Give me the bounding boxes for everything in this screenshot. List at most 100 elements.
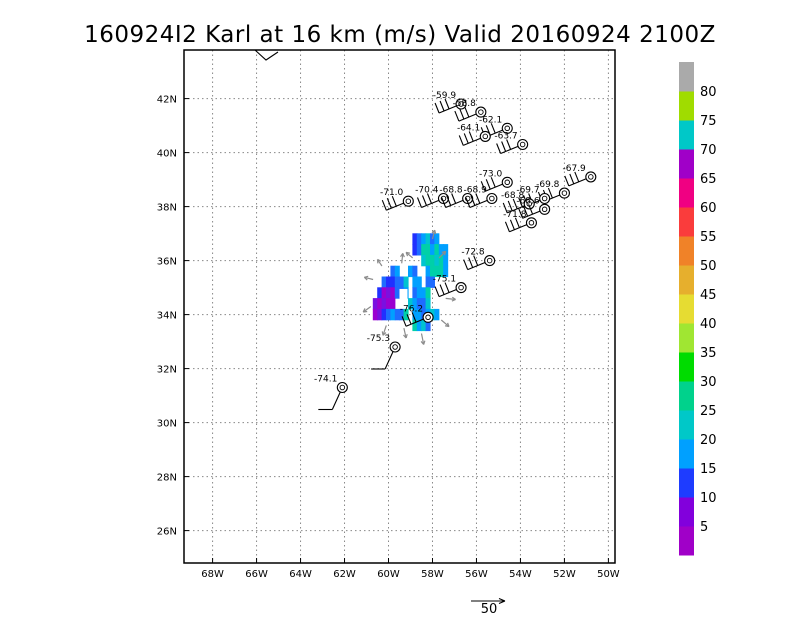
wind-field-cell	[412, 319, 418, 332]
wind-field-cell	[421, 319, 427, 332]
wind-field-cell	[407, 265, 413, 278]
observation-marker-core	[541, 195, 548, 202]
field-arrow	[438, 250, 447, 259]
field-arrows	[362, 229, 456, 345]
colorbar-segment	[679, 497, 694, 527]
y-tick-label: 40N	[157, 149, 177, 160]
field-arrow-head	[362, 308, 368, 313]
colorbar-segment	[679, 410, 694, 440]
colorbar-label: 45	[700, 288, 717, 303]
edge-barb-fragment	[254, 49, 279, 61]
observation-value: -72.8	[461, 248, 485, 258]
wind-field-cell	[425, 287, 431, 299]
barb-feather	[465, 197, 471, 208]
field-arrow-head	[363, 275, 369, 281]
colorbar-label: 70	[700, 143, 717, 158]
colorbar-label: 35	[700, 346, 717, 361]
observation-marker	[539, 192, 551, 205]
colorbar-label: 80	[700, 85, 717, 100]
wind-field-cell	[421, 244, 427, 256]
observation-marker-core	[482, 133, 489, 140]
barb-feather	[470, 195, 476, 206]
barb-feather	[473, 255, 479, 266]
barb-feather	[446, 195, 452, 206]
barb-feather	[468, 257, 474, 268]
observation-value: -63.7	[494, 132, 517, 142]
wind-field-cell	[416, 276, 422, 288]
observation-marker-core	[588, 174, 594, 180]
wind-field-cell	[438, 254, 444, 267]
observation-value: -73.0	[479, 169, 503, 179]
wind-field-cell	[416, 287, 422, 299]
wind-field-cell	[399, 308, 405, 321]
wind-field-cell	[421, 298, 427, 310]
colorbar-label: 20	[700, 433, 717, 448]
colorbar-label: 25	[700, 404, 717, 419]
barb-feather	[434, 102, 440, 114]
observation: -67.9	[563, 164, 597, 187]
field-arrow	[405, 251, 414, 259]
colorbar-label: 75	[700, 114, 717, 129]
barb-feather	[439, 100, 445, 112]
field-arrow-head	[451, 296, 456, 302]
field-arrow	[401, 253, 404, 264]
wind-field-cell	[429, 254, 435, 267]
barb-feather	[434, 286, 440, 297]
field-arrow-head	[420, 340, 426, 345]
observation: -75.3	[367, 334, 401, 370]
colorbar-segment	[679, 236, 694, 266]
colorbar-label: 15	[700, 462, 717, 477]
wind-field-cell	[390, 308, 396, 321]
observation-marker-core	[339, 384, 346, 391]
wind-field-cell	[412, 287, 418, 299]
plot-frame	[183, 49, 616, 564]
x-tick-label: 56W	[465, 569, 488, 580]
y-tick-label: 42N	[157, 95, 177, 106]
field-arrow-head	[400, 253, 405, 258]
barb-feather	[504, 221, 510, 233]
observation-marker	[389, 341, 401, 353]
wind-field-cell	[443, 254, 449, 267]
wind-field-cell	[421, 287, 427, 299]
colorbar-segment	[679, 294, 694, 324]
observation-marker	[484, 255, 496, 267]
observation-marker-core	[486, 257, 493, 264]
wind-field-cell	[381, 308, 387, 321]
observation: -64.1	[457, 123, 491, 146]
barb-feather	[468, 131, 474, 142]
wind-field-cell	[412, 233, 418, 245]
wind-field-cell	[394, 308, 400, 321]
barb-feather	[496, 143, 502, 154]
barb-feather	[464, 106, 470, 118]
wind-field-cell	[412, 265, 418, 278]
reference-vector: 50	[471, 598, 506, 617]
observation-value: -58.8	[453, 99, 477, 109]
field-arrow-head	[405, 251, 411, 257]
observation-marker	[558, 187, 570, 199]
y-tick-label: 38N	[157, 203, 177, 214]
wind-field-cell	[377, 298, 383, 310]
y-tick-label: 30N	[157, 419, 177, 430]
colorbar-segment	[679, 149, 694, 179]
colorbar-segment	[679, 265, 694, 295]
colorbar-segment	[679, 120, 694, 150]
observation-marker-core	[405, 198, 412, 204]
wind-field-cell	[390, 265, 396, 278]
observation: -58.8	[453, 99, 487, 122]
barb-feather	[458, 135, 464, 146]
observation-marker-core	[425, 314, 431, 321]
wind-field-cell	[403, 276, 409, 288]
observation-marker	[475, 106, 487, 118]
barb-feather	[509, 219, 515, 231]
reference-arrow-head	[498, 598, 506, 604]
observation-value: -75.1	[433, 275, 456, 285]
wind-field-cell	[434, 254, 440, 267]
barb-feather	[507, 200, 513, 212]
field-arrow	[364, 276, 374, 281]
wind-field-cell	[403, 308, 409, 321]
colorbar: 5 10 15 20 25 30 35 40 45 50 55 60 65 70 75 80	[679, 62, 717, 556]
barb-feather	[480, 181, 486, 192]
observation-value: -69.8	[536, 180, 560, 190]
observation-marker-core	[561, 190, 568, 196]
